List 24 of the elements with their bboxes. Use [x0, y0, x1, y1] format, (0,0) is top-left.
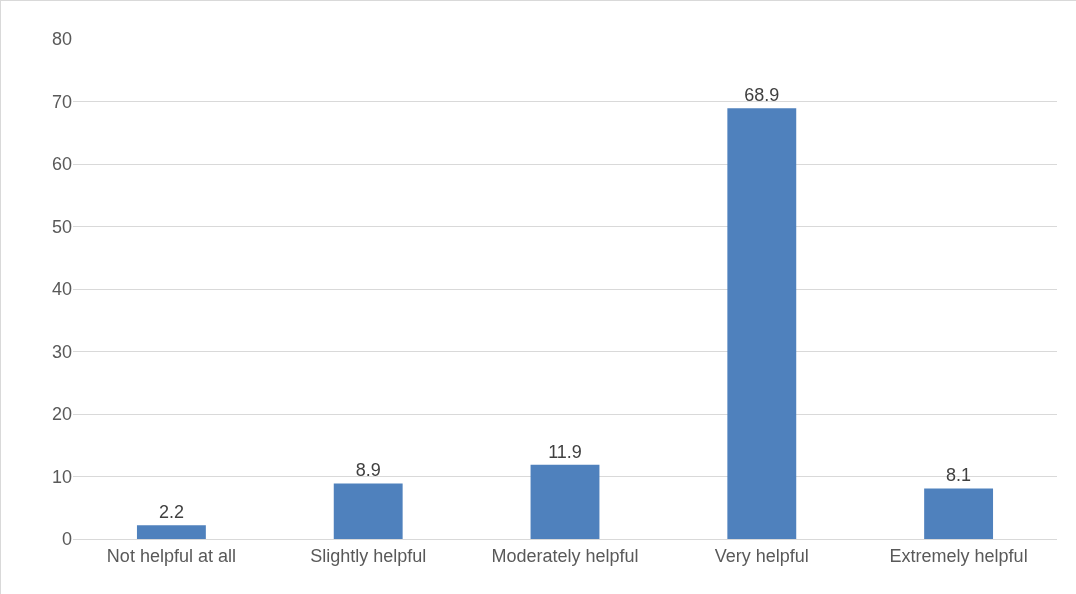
- x-tick-label: Not helpful at all: [106, 545, 236, 566]
- y-tick-label: 0: [61, 529, 72, 550]
- bar: [924, 488, 994, 539]
- data-label: 8.9: [355, 460, 381, 481]
- data-label: 2.2: [158, 502, 184, 523]
- y-tick-label: 50: [51, 216, 72, 237]
- x-tick-label: Very helpful: [714, 545, 809, 566]
- data-label: 11.9: [548, 441, 582, 462]
- x-tick-label: Slightly helpful: [310, 545, 427, 566]
- y-tick-label: 80: [51, 29, 72, 50]
- x-tick-label: Moderately helpful: [491, 545, 639, 566]
- y-tick-label: 20: [51, 404, 72, 425]
- bar: [136, 525, 206, 539]
- data-label: 8.1: [946, 465, 972, 486]
- y-tick-label: 10: [51, 466, 72, 487]
- bar: [530, 464, 600, 539]
- y-tick-label: 60: [51, 154, 72, 175]
- y-tick-label: 40: [51, 279, 72, 300]
- bar: [333, 483, 403, 539]
- bar: [727, 108, 797, 539]
- data-label: 68.9: [744, 85, 780, 106]
- y-tick-label: 30: [51, 341, 72, 362]
- x-tick-label: Extremely helpful: [889, 545, 1028, 566]
- y-tick-label: 70: [51, 91, 72, 112]
